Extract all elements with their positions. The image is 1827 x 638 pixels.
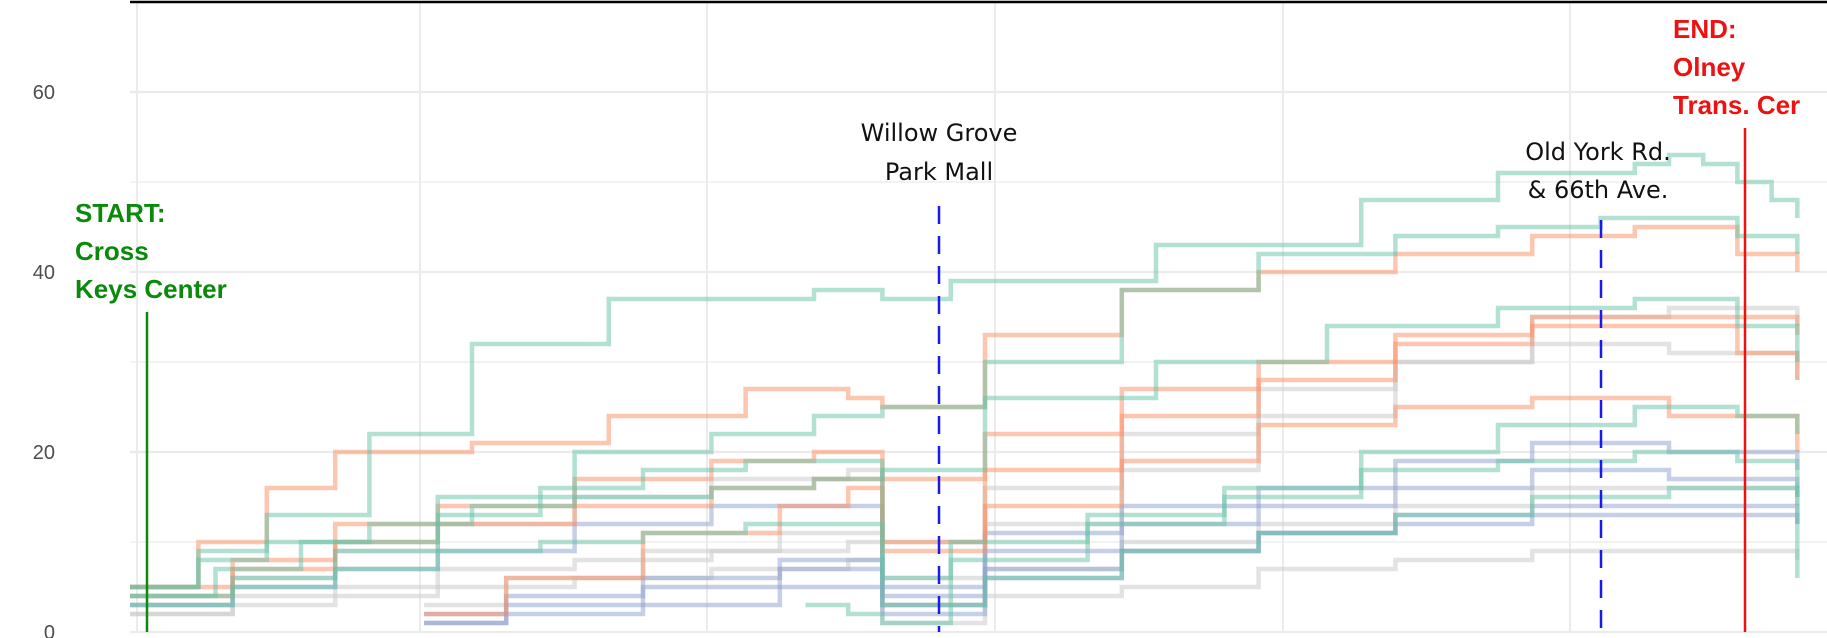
- end-label: Olney: [1673, 52, 1746, 82]
- y-tick-label: 60: [33, 82, 55, 104]
- end-label: Trans. Cer: [1673, 90, 1800, 120]
- old-york-label: & 66th Ave.: [1528, 176, 1669, 204]
- series-line-green: [130, 215, 1800, 590]
- y-tick-label: 20: [33, 442, 55, 464]
- series-line-green: [130, 404, 1800, 599]
- series-line-green: [130, 152, 1800, 590]
- y-axis: 0 20 40 60: [33, 82, 55, 638]
- series-line-blue: [424, 512, 1800, 626]
- series-line-blue: [424, 440, 1800, 617]
- end-label: END:: [1673, 14, 1737, 44]
- stop-markers: [145, 128, 1747, 632]
- start-label: START:: [75, 198, 166, 228]
- series-layer: [130, 152, 1800, 626]
- y-tick-label: 40: [33, 262, 55, 284]
- series-line-green: [805, 449, 1800, 626]
- old-york-label: Old York Rd.: [1525, 138, 1671, 166]
- start-label: Cross: [75, 236, 149, 266]
- willow-grove-label: Park Mall: [885, 158, 993, 186]
- y-tick-label: 0: [44, 622, 55, 638]
- annotations: START: Cross Keys Center Willow Grove Park M…: [75, 14, 1800, 304]
- willow-grove-label: Willow Grove: [861, 119, 1018, 147]
- series-line-green: [130, 296, 1800, 599]
- series-line-green: [130, 485, 1800, 608]
- series-line-blue: [424, 467, 1800, 626]
- start-label: Keys Center: [75, 274, 227, 304]
- series-line-orange: [130, 323, 1800, 590]
- series-line-grey: [130, 341, 1800, 608]
